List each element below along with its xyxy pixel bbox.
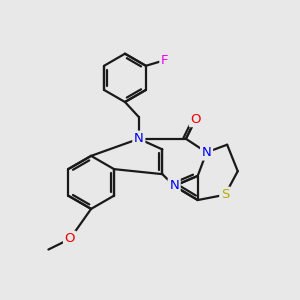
Text: O: O xyxy=(190,112,201,126)
Text: S: S xyxy=(221,188,229,201)
Text: N: N xyxy=(202,146,212,159)
Text: F: F xyxy=(161,54,169,67)
Text: O: O xyxy=(65,232,75,245)
Text: N: N xyxy=(134,132,144,145)
Text: N: N xyxy=(169,179,179,192)
